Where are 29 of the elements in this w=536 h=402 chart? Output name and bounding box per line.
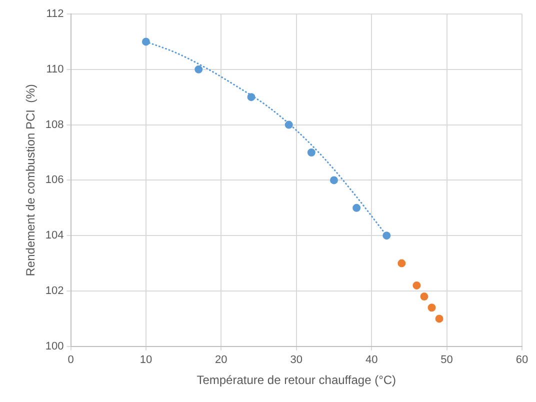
x-axis-title: Température de retour chauffage (°C) [196, 373, 396, 388]
point [398, 259, 406, 268]
point [330, 176, 338, 184]
x-tick-label: 60 [516, 354, 528, 366]
y-tick-label: 110 [46, 63, 64, 76]
point [352, 204, 361, 212]
y-tick-label: 108 [45, 118, 64, 131]
x-tick-label: 50 [440, 354, 453, 366]
point [307, 148, 316, 156]
point [247, 93, 256, 102]
y-tick-label: 102 [45, 285, 64, 298]
y-tick-label: 112 [46, 8, 64, 20]
x-tick-label: 0 [68, 354, 74, 366]
y-tick-label: 106 [45, 174, 64, 186]
point [435, 314, 444, 323]
x-tick-label: 40 [365, 354, 378, 366]
x-tick-label: 20 [215, 354, 228, 366]
point [382, 232, 391, 240]
point [194, 65, 203, 74]
y-axis-title: Rendement de combustion PCI (%) [24, 84, 38, 276]
point [284, 120, 293, 129]
point [142, 38, 150, 46]
x-tick-label: 10 [140, 354, 152, 366]
y-tick-label: 104 [45, 230, 64, 242]
y-tick-label: 100 [45, 340, 64, 352]
point [412, 281, 421, 290]
point [428, 304, 436, 312]
x-tick-label: 30 [290, 354, 302, 366]
point [420, 292, 428, 301]
